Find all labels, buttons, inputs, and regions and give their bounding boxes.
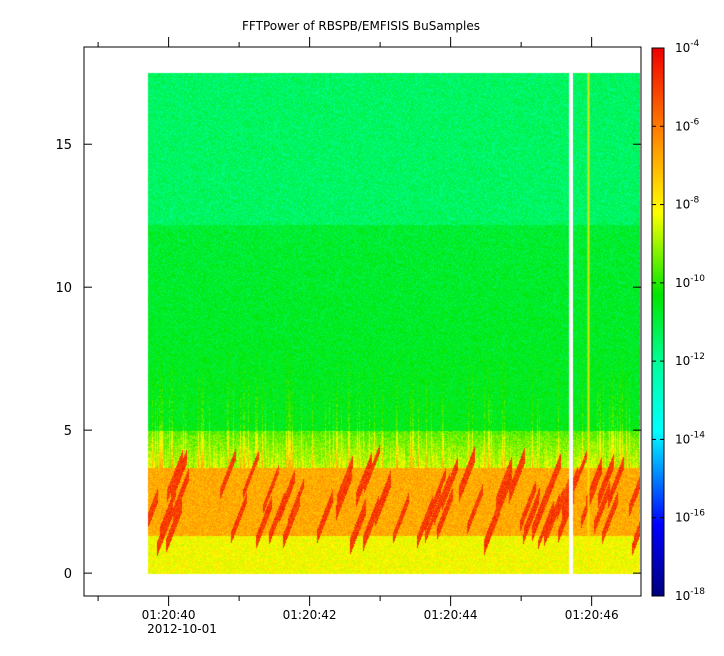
x-tick-label: 01:20:40	[142, 608, 196, 622]
colorbar-tick-label: 10-6	[675, 117, 700, 133]
colorbar-axis: 10-4 10-6 10-8 10-10 10-12 10-14 10-16 10-18	[652, 39, 705, 603]
spectrogram-image	[85, 48, 640, 595]
colorbar-gradient	[652, 48, 664, 596]
x-tick-label: 01:20:44	[424, 608, 478, 622]
y-tick-label: 10	[55, 281, 72, 296]
y-tick-label: 0	[64, 567, 72, 582]
colorbar-tick-label: 10-18	[675, 587, 705, 603]
colorbar-tick-label: 10-4	[675, 39, 700, 55]
x-tick-label: 01:20:46	[565, 608, 619, 622]
x-axis: 01:20:40 01:20:42 01:20:44 01:20:46	[97, 37, 619, 622]
colorbar-tick-label: 10-12	[675, 352, 705, 368]
colorbar-tick-label: 10-10	[675, 274, 705, 290]
colorbar-tick-label: 10-14	[675, 430, 705, 446]
chart-title: FFTPower of RBSPB/EMFISIS BuSamples	[242, 19, 480, 33]
x-tick-label: 01:20:42	[283, 608, 337, 622]
colorbar-tick-label: 10-16	[675, 509, 705, 525]
y-tick-label: 5	[64, 424, 72, 439]
x-date-label: 2012-10-01	[147, 622, 217, 636]
colorbar-tick-label: 10-8	[675, 196, 700, 212]
y-axis: 0 5 10 15	[55, 138, 641, 582]
colorbar-frame	[651, 47, 665, 597]
y-tick-label: 15	[55, 138, 72, 153]
